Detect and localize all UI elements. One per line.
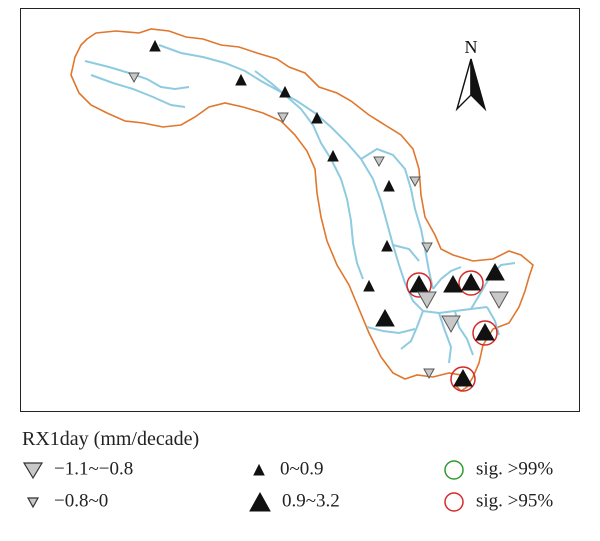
basin-map: N [70,28,534,393]
basin-boundary [70,28,534,393]
river-network [84,44,516,364]
legend-label: sig. >95% [476,490,554,512]
legend-label: 0~0.9 [280,458,324,480]
station-marker [381,239,393,252]
station-marker [311,111,323,124]
station-marker [279,85,291,98]
large-up-triangle-icon [249,491,271,512]
significance-circles [406,270,498,392]
station-marker [409,274,429,293]
legend-label: 0.9~3.2 [282,490,340,512]
significance-ring [450,366,476,392]
north-arrow-icon: N [455,37,487,112]
legend-label: sig. >99% [476,458,554,480]
station-marker [128,72,140,84]
station-marker [443,274,463,293]
legend-label: −1.1~−0.8 [54,458,134,480]
station-marker [363,279,375,292]
north-label: N [465,37,478,57]
station-marker [383,179,395,192]
station-marker [421,242,433,254]
station-marker [149,39,161,52]
legend-item-sig-95: sig. >95% [442,490,553,513]
significance-ring [406,272,432,298]
legend-item-small-increase: 0~0.9 [248,458,324,481]
station-marker [423,368,435,380]
station-marker [277,112,289,124]
legend-item-large-increase: 0.9~3.2 [248,490,340,513]
legend-title: RX1day (mm/decade) [22,428,200,450]
green-circle-icon [444,459,464,480]
station-marker [409,176,421,188]
significance-ring [458,270,484,296]
station-markers [128,39,509,387]
station-marker [235,73,247,86]
legend-item-large-decrease: −1.1~−0.8 [22,458,133,481]
small-up-triangle-icon [253,463,265,476]
station-marker [441,315,461,334]
legend-label: −0.8~0 [54,490,109,512]
station-marker [327,149,339,162]
station-marker [417,291,437,310]
station-marker [453,368,473,387]
map-frame: N [20,8,580,412]
station-marker [489,291,509,310]
station-marker [373,156,385,168]
legend-item-small-decrease: −0.8~0 [22,490,108,513]
legend-item-sig-99: sig. >99% [442,458,553,481]
station-marker [475,322,495,341]
significance-ring [472,320,498,346]
station-marker [461,272,481,291]
large-down-triangle-icon [22,462,44,479]
station-marker [485,262,505,281]
red-circle-icon [444,491,464,512]
small-down-triangle-icon [26,497,40,508]
station-marker [375,308,395,327]
